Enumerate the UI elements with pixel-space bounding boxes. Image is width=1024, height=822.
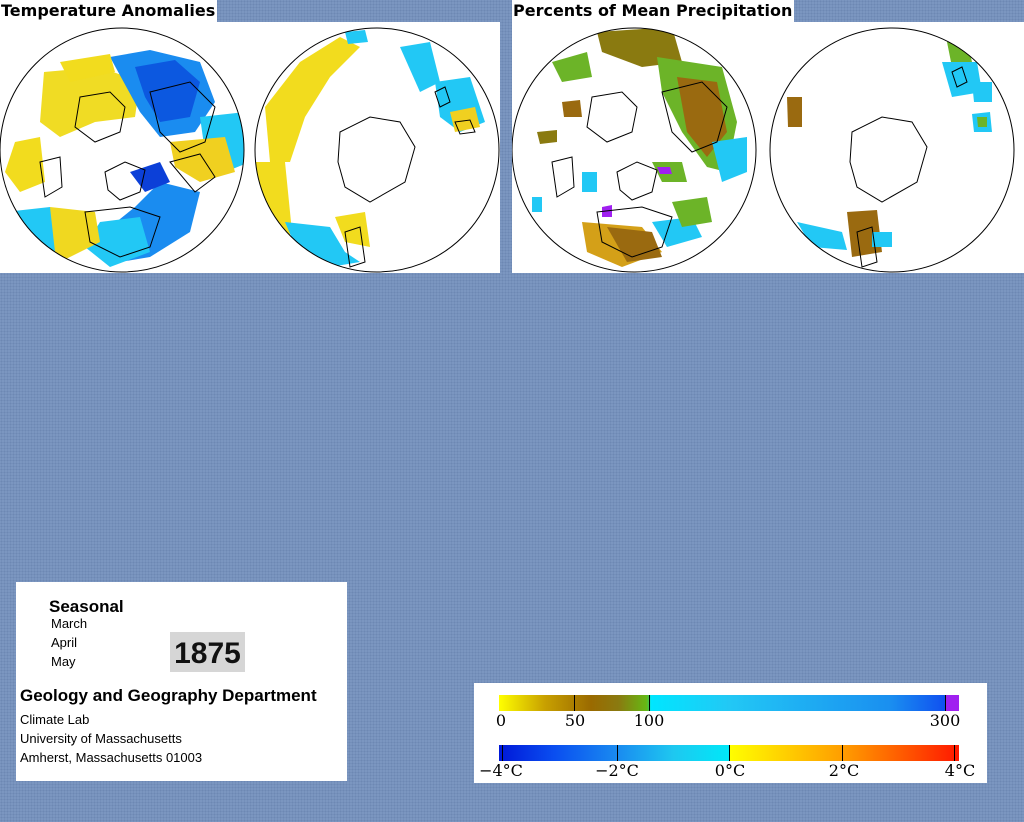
season-label: Seasonal	[49, 597, 124, 616]
southern-coastlines-precip	[849, 66, 968, 268]
precip-label-300: 300	[929, 711, 961, 730]
precip-label-0: 0	[495, 711, 507, 730]
temp-label-0: 0°C	[714, 761, 746, 780]
temp-tick-2	[842, 745, 843, 761]
temperature-anomaly-map-panel	[0, 22, 500, 273]
temperature-anomalies-title: Temperature Anomalies	[0, 0, 218, 24]
temp-tick-minus2	[617, 745, 618, 761]
precip-tick-300	[945, 695, 946, 711]
temp-tick-0	[729, 745, 730, 761]
precip-tick-100	[649, 695, 650, 711]
month-may: May	[51, 654, 76, 669]
precip-tick-50	[574, 695, 575, 711]
temp-label-2: 2°C	[828, 761, 860, 780]
temp-label-4: 4°C	[944, 761, 976, 780]
department-name: Geology and Geography Department	[20, 686, 317, 705]
year-display: 1875	[170, 632, 245, 672]
temp-tick-minus4	[502, 745, 503, 761]
temp-tick-4	[954, 745, 955, 761]
precipitation-map-panel	[512, 22, 1024, 273]
northern-hemisphere-temperature	[0, 50, 244, 267]
temp-label-minus4: −4°C	[479, 761, 523, 780]
color-legend: 0 50 100 300 −4°C −2°C 0°C 2°C 4°C	[474, 683, 987, 783]
month-april: April	[51, 635, 78, 650]
temperature-hemisphere-maps	[0, 27, 500, 273]
temperature-color-bar	[499, 745, 959, 761]
temp-label-minus2: −2°C	[595, 761, 639, 780]
org-line-address: Amherst, Massachusetts 01003	[20, 750, 203, 765]
precip-label-100: 100	[633, 711, 665, 730]
org-line-university: University of Massachusetts	[20, 731, 182, 746]
month-march: March	[51, 616, 88, 631]
southern-coastlines	[337, 86, 476, 268]
precipitation-color-bar	[499, 695, 959, 711]
northern-hemisphere-precipitation	[532, 28, 747, 267]
info-box: Seasonal March April May 1875 Geology an…	[16, 582, 347, 781]
southern-hemisphere-precipitation	[787, 40, 992, 257]
northern-coastlines	[39, 81, 216, 258]
org-line-climate-lab: Climate Lab	[20, 712, 90, 727]
precip-label-50: 50	[564, 711, 586, 730]
northern-coastlines-precip	[551, 81, 728, 258]
precipitation-title: Percents of Mean Precipitation	[512, 0, 795, 24]
precipitation-hemisphere-maps	[512, 27, 1015, 273]
